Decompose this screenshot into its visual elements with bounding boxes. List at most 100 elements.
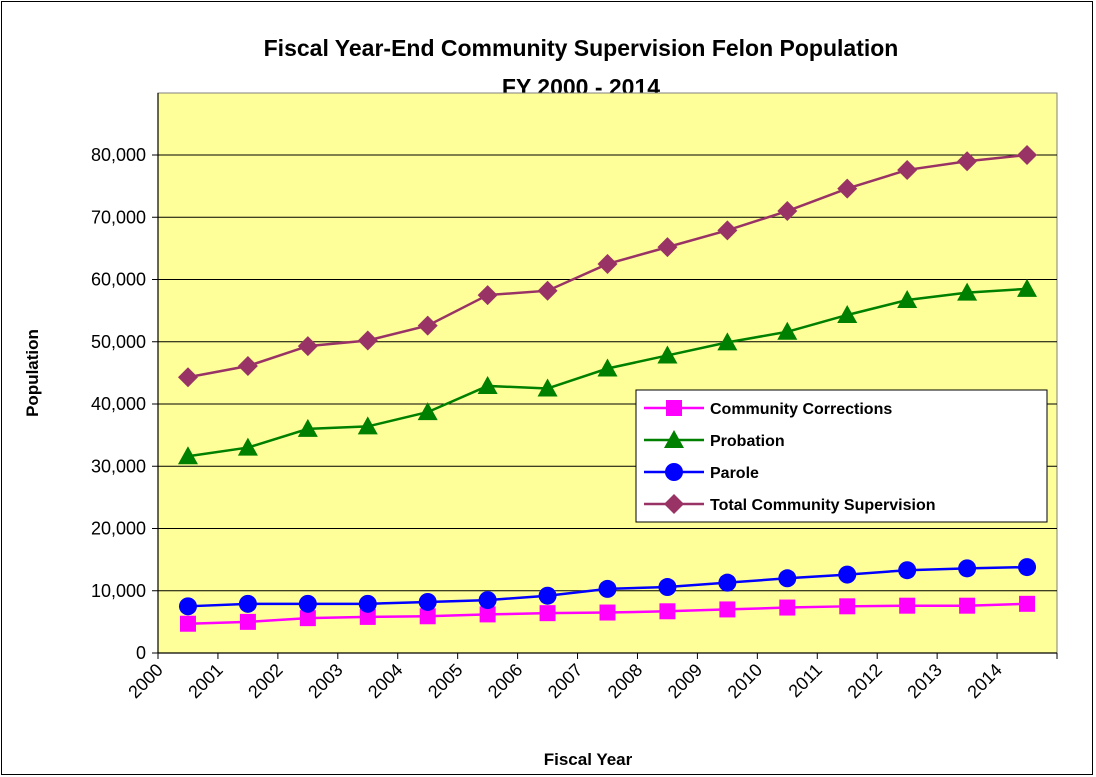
data-point-total-community-supervision xyxy=(297,336,318,357)
x-tick-label: 2006 xyxy=(484,660,526,702)
data-point-parole xyxy=(898,561,917,580)
data-point-community-corrections xyxy=(299,610,316,627)
data-point-total-community-supervision xyxy=(177,367,198,388)
legend-entry-community-corrections: Community Corrections xyxy=(644,400,892,418)
data-point-community-corrections xyxy=(719,601,736,618)
x-tick-label: 2008 xyxy=(604,660,646,702)
data-point-total-community-supervision xyxy=(777,201,798,222)
data-point-parole xyxy=(298,594,317,613)
data-point-probation xyxy=(717,332,738,351)
legend-entry-total-community-supervision: Total Community Supervision xyxy=(644,494,936,514)
series-community-corrections xyxy=(179,595,1036,632)
data-point-community-corrections xyxy=(539,605,556,622)
data-point-parole xyxy=(538,586,557,605)
legend-marker xyxy=(664,430,684,448)
y-tick-labels: 0 10,000 20,000 30,000 40,000 50,000 60,000 70,… xyxy=(91,145,146,663)
gridlines xyxy=(158,154,1057,592)
data-point-probation xyxy=(897,290,918,309)
data-point-community-corrections xyxy=(419,608,436,625)
data-point-parole xyxy=(418,592,437,611)
data-point-probation xyxy=(657,345,678,364)
y-tick-label: 80,000 xyxy=(91,145,146,165)
data-point-parole xyxy=(598,579,617,598)
data-point-parole xyxy=(178,597,197,616)
legend-entry-parole: Parole xyxy=(644,463,759,482)
x-tick-label: 2013 xyxy=(904,660,946,702)
legend-label: Probation xyxy=(710,433,785,450)
y-tick-label: 50,000 xyxy=(91,332,146,352)
data-point-parole xyxy=(778,569,797,588)
data-point-community-corrections xyxy=(479,606,496,623)
data-point-community-corrections xyxy=(1019,595,1036,612)
x-tick-label: 2004 xyxy=(364,660,406,702)
x-tick-label: 2005 xyxy=(424,660,466,702)
data-point-probation xyxy=(477,375,498,394)
x-axis-label: Fiscal Year xyxy=(544,750,633,769)
data-point-total-community-supervision xyxy=(897,159,918,180)
data-point-community-corrections xyxy=(659,603,676,620)
data-point-total-community-supervision xyxy=(717,220,738,241)
y-tick-label: 70,000 xyxy=(91,207,146,227)
data-point-probation xyxy=(597,358,618,377)
x-tick-label: 2000 xyxy=(124,660,166,702)
y-tick-label: 0 xyxy=(136,643,146,663)
data-point-parole xyxy=(958,559,977,578)
data-point-probation xyxy=(957,282,978,301)
x-tick-label: 2011 xyxy=(785,660,827,702)
data-point-total-community-supervision xyxy=(597,253,618,274)
data-point-total-community-supervision xyxy=(237,356,258,377)
x-tick-label: 2010 xyxy=(724,660,766,702)
data-point-community-corrections xyxy=(779,599,796,616)
x-tick-label: 2001 xyxy=(184,660,226,702)
data-point-probation xyxy=(177,446,198,465)
series-layer xyxy=(177,145,1038,632)
data-point-probation xyxy=(417,402,438,421)
x-tick-label: 2007 xyxy=(544,660,586,702)
data-point-probation xyxy=(357,416,378,435)
chart-title: Fiscal Year-End Community Supervision Fe… xyxy=(264,35,899,61)
data-point-parole xyxy=(358,594,377,613)
data-point-probation xyxy=(837,304,858,323)
data-point-community-corrections xyxy=(239,613,256,630)
legend-marker xyxy=(664,494,684,514)
legend-label: Parole xyxy=(710,465,759,482)
data-point-total-community-supervision xyxy=(657,237,678,258)
data-point-total-community-supervision xyxy=(537,280,558,301)
data-point-parole xyxy=(478,591,497,610)
y-tick-label: 60,000 xyxy=(91,270,146,290)
data-point-total-community-supervision xyxy=(1017,145,1038,165)
x-tick-label: 2009 xyxy=(664,660,706,702)
data-point-probation xyxy=(1017,278,1038,297)
data-point-community-corrections xyxy=(899,597,916,614)
y-tick-label: 40,000 xyxy=(91,394,146,414)
y-tick-label: 10,000 xyxy=(91,581,146,601)
data-point-community-corrections xyxy=(599,604,616,621)
data-point-probation xyxy=(537,378,558,397)
series-total-community-supervision xyxy=(177,145,1038,388)
legend: Community Corrections Probation Parole Tota… xyxy=(635,389,1048,523)
data-point-probation xyxy=(297,418,318,437)
data-point-total-community-supervision xyxy=(957,151,978,172)
legend-entry-probation: Probation xyxy=(644,430,785,450)
data-point-parole xyxy=(838,565,857,584)
y-axis-label: Population xyxy=(23,329,42,417)
data-point-parole xyxy=(718,573,737,592)
series-parole xyxy=(178,558,1037,616)
data-point-community-corrections xyxy=(839,598,856,615)
x-tick-label: 2014 xyxy=(963,660,1005,702)
x-tick-label: 2012 xyxy=(844,660,886,702)
data-point-parole xyxy=(1018,558,1037,577)
data-point-probation xyxy=(777,321,798,340)
x-tick-label: 2002 xyxy=(244,660,286,702)
data-point-community-corrections xyxy=(959,597,976,614)
legend-marker xyxy=(666,400,682,416)
y-tick-label: 20,000 xyxy=(91,519,146,539)
data-point-community-corrections xyxy=(179,615,196,632)
legend-label: Community Corrections xyxy=(710,401,892,418)
series-probation xyxy=(177,278,1038,465)
data-point-parole xyxy=(238,594,257,613)
legend-label: Total Community Supervision xyxy=(710,497,936,514)
x-tick-labels: 2000 2001 2002 2003 2004 2005 2006 2007 2008 2009… xyxy=(124,660,1006,702)
data-point-total-community-supervision xyxy=(477,285,498,306)
